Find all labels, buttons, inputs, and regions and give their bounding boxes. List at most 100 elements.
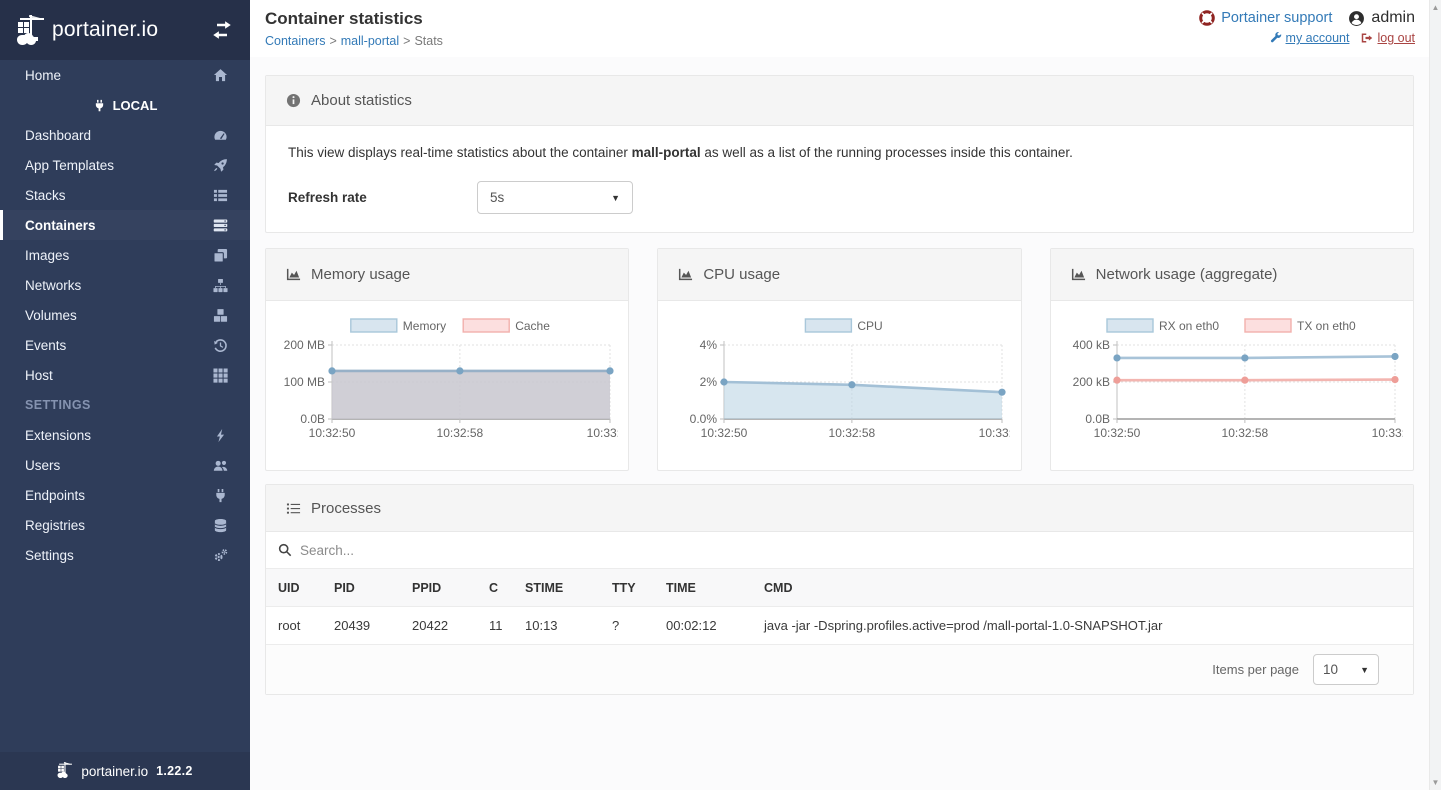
sidebar-item-users[interactable]: Users bbox=[0, 450, 250, 480]
cpu-usage-chart: CPU 4% 2% 0.0%10:32:50 10:32:58 10:33:02 bbox=[690, 318, 1026, 440]
scroll-up-icon[interactable]: ▲ bbox=[1431, 3, 1440, 12]
svg-text:10:32:50: 10:32:50 bbox=[701, 426, 748, 440]
sidebar-item-stacks[interactable]: Stacks bbox=[0, 180, 250, 210]
col-header-uid: UID bbox=[278, 580, 300, 595]
sidebar-item-dashboard[interactable]: Dashboard bbox=[0, 120, 250, 150]
footer-version: 1.22.2 bbox=[156, 764, 193, 778]
processes-panel: Processes UID PID PPID C STIME TTY TIME CMD roo… bbox=[265, 484, 1414, 695]
sidebar-item-home[interactable]: Home bbox=[0, 60, 250, 90]
svg-text:CPU: CPU bbox=[858, 319, 883, 333]
network-usage-panel: Network usage (aggregate) RX on eth0 TX o… bbox=[1049, 248, 1418, 471]
users-icon bbox=[213, 458, 228, 473]
sidebar-section-settings: SETTINGS bbox=[25, 398, 91, 412]
svg-text:400 kB: 400 kB bbox=[1072, 338, 1109, 352]
svg-text:200 MB: 200 MB bbox=[284, 338, 325, 352]
scroll-down-icon[interactable]: ▼ bbox=[1431, 778, 1440, 787]
sidebar-endpoint-local[interactable]: LOCAL bbox=[0, 90, 250, 120]
page-header-left: Container statistics Containers > mall-por… bbox=[265, 9, 443, 57]
plug-icon bbox=[213, 488, 228, 503]
processes-table-footer: Items per page 10 ▼ bbox=[266, 645, 1413, 694]
registries-icon bbox=[213, 518, 228, 533]
sidebar-logo-row: portainer.io bbox=[0, 0, 250, 60]
network-usage-body: RX on eth0 TX on eth0 400 kB 200 kB 0.0B 10:3… bbox=[1051, 301, 1418, 470]
containers-icon bbox=[213, 218, 228, 233]
memory-usage-body: Memory Cache 200 MB 100 MB 0.0B 10:32:50 10:32… bbox=[266, 301, 634, 470]
breadcrumb-containers[interactable]: Containers bbox=[265, 34, 326, 48]
sidebar-item-endpoints[interactable]: Endpoints bbox=[0, 480, 250, 510]
user-menu[interactable]: admin bbox=[1348, 9, 1415, 27]
sidebar: portainer.io Home LOCAL Dashboard App Templ… bbox=[0, 0, 250, 790]
col-header-cmd: CMD bbox=[764, 580, 793, 595]
sidebar-item-extensions[interactable]: Extensions bbox=[0, 420, 250, 450]
volumes-icon bbox=[213, 308, 228, 323]
search-input[interactable] bbox=[300, 542, 1401, 558]
sidebar-item-events[interactable]: Events bbox=[0, 330, 250, 360]
col-header-ppid: PPID bbox=[412, 580, 442, 595]
charts-row: Memory usage Memory Cache 200 MB 100 MB 0.0B… bbox=[265, 248, 1418, 471]
tasks-icon bbox=[286, 501, 301, 516]
dashboard-icon bbox=[213, 128, 228, 143]
images-icon bbox=[213, 248, 228, 263]
cogs-icon bbox=[213, 548, 228, 563]
svg-text:100 MB: 100 MB bbox=[284, 375, 325, 389]
svg-text:10:32:50: 10:32:50 bbox=[309, 426, 356, 440]
caret-down-icon: ▼ bbox=[611, 192, 620, 203]
log-out-link[interactable]: log out bbox=[1361, 31, 1415, 45]
host-icon bbox=[213, 367, 228, 383]
processes-header: Processes bbox=[266, 485, 1413, 532]
col-header-pid: PID bbox=[334, 580, 355, 595]
processes-title: Processes bbox=[311, 499, 382, 517]
page-header-right: Portainer support admin my accou bbox=[1199, 9, 1415, 57]
my-account-link[interactable]: my account bbox=[1270, 31, 1349, 45]
sidebar-item-containers[interactable]: Containers bbox=[0, 210, 250, 240]
refresh-rate-select[interactable]: 5s ▼ bbox=[477, 181, 633, 214]
cpu-usage-body: CPU 4% 2% 0.0%10:32:50 10:32:58 10:33:02 bbox=[658, 301, 1026, 470]
about-statistics-header: About statistics bbox=[266, 76, 1413, 126]
sidebar-item-volumes[interactable]: Volumes bbox=[0, 300, 250, 330]
page-header: Container statistics Containers > mall-por… bbox=[250, 0, 1429, 57]
svg-text:RX on eth0: RX on eth0 bbox=[1159, 319, 1219, 333]
processes-table-header: UID PID PPID C STIME TTY TIME CMD bbox=[266, 569, 1413, 607]
items-per-page-select[interactable]: 10 ▼ bbox=[1313, 654, 1379, 685]
network-usage-header: Network usage (aggregate) bbox=[1050, 249, 1413, 301]
sidebar-item-app-templates[interactable]: App Templates bbox=[0, 150, 250, 180]
sidebar-item-networks[interactable]: Networks bbox=[0, 270, 250, 300]
search-icon bbox=[278, 543, 292, 557]
svg-text:10:32:58: 10:32:58 bbox=[1221, 426, 1268, 440]
svg-text:200 kB: 200 kB bbox=[1072, 375, 1109, 389]
container-name: mall-portal bbox=[631, 145, 701, 160]
memory-usage-panel: Memory usage Memory Cache 200 MB 100 MB 0.0B… bbox=[265, 248, 634, 471]
plug-icon bbox=[93, 99, 106, 112]
about-description: This view displays real-time statistics … bbox=[288, 145, 1073, 160]
breadcrumb-mall-portal[interactable]: mall-portal bbox=[340, 34, 400, 48]
col-header-tty: TTY bbox=[612, 580, 636, 595]
username: admin bbox=[1371, 9, 1415, 26]
network-usage-title: Network usage (aggregate) bbox=[1095, 266, 1278, 283]
wrench-icon bbox=[1270, 32, 1282, 44]
sidebar-item-registries[interactable]: Registries bbox=[0, 510, 250, 540]
sidebar-item-host[interactable]: Host bbox=[0, 360, 250, 390]
collapse-sidebar-icon[interactable] bbox=[212, 20, 232, 40]
processes-table-body: root 20439 20422 11 10:13? 00:02:12 java -jar … bbox=[266, 607, 1413, 645]
sidebar-item-images[interactable]: Images bbox=[0, 240, 250, 270]
info-circle-icon bbox=[286, 93, 301, 108]
page-scrollbar[interactable]: ▲ ▼ bbox=[1429, 0, 1441, 790]
svg-text:Memory: Memory bbox=[403, 319, 446, 333]
sidebar-footer: portainer.io 1.22.2 bbox=[0, 752, 250, 790]
networks-icon bbox=[213, 278, 228, 293]
about-statistics-title: About statistics bbox=[311, 92, 412, 109]
svg-text:Cache: Cache bbox=[515, 319, 550, 333]
sign-out-icon bbox=[1361, 32, 1373, 44]
portainer-support-link[interactable]: Portainer support bbox=[1199, 10, 1332, 26]
footer-logo-text: portainer.io bbox=[81, 763, 149, 779]
main-area: Container statistics Containers > mall-por… bbox=[250, 0, 1429, 790]
cpu-usage-title: CPU usage bbox=[703, 266, 781, 283]
sidebar-item-settings[interactable]: Settings bbox=[0, 540, 250, 570]
about-statistics-panel: About statistics This view displays real… bbox=[265, 75, 1414, 233]
refresh-rate-row: Refresh rate 5s ▼ bbox=[288, 181, 1393, 214]
svg-text:10:32:50: 10:32:50 bbox=[1093, 426, 1140, 440]
svg-text:0.0%: 0.0% bbox=[690, 412, 718, 426]
page-content: About statistics This view displays real… bbox=[250, 57, 1429, 790]
sidebar-nav: Home LOCAL Dashboard App Templates Stacks Con… bbox=[0, 60, 250, 570]
